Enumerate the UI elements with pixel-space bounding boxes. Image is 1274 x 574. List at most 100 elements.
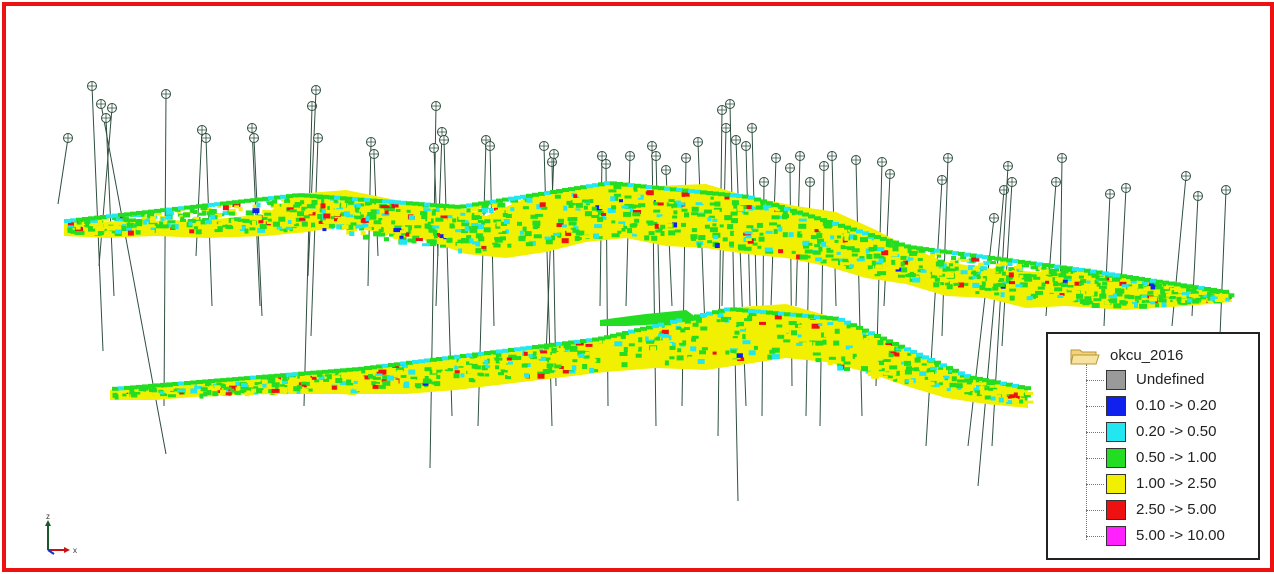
grade-block (278, 216, 286, 222)
grade-block (360, 376, 365, 382)
grade-block (241, 383, 248, 387)
grade-block (866, 340, 872, 346)
grade-block (577, 350, 586, 356)
grade-block (717, 342, 724, 347)
grade-block (798, 324, 805, 328)
3d-viewport[interactable] (6, 6, 1270, 568)
grade-block (422, 382, 429, 386)
grade-block (822, 344, 828, 349)
grade-block (505, 210, 512, 214)
grade-block (262, 209, 267, 214)
grade-block-rim (1024, 386, 1031, 391)
grade-block (329, 198, 335, 201)
grade-block (976, 276, 981, 279)
grade-block (1172, 297, 1178, 303)
grade-block (791, 330, 797, 336)
grade-block (722, 309, 730, 314)
grade-block (539, 202, 546, 208)
grade-block (833, 340, 840, 346)
grade-block (673, 322, 681, 326)
grade-block (951, 256, 957, 260)
grade-block-rim (166, 382, 173, 387)
grade-block (621, 205, 629, 209)
grade-block (249, 227, 256, 231)
grade-block (433, 364, 440, 370)
grade-block (200, 387, 208, 392)
grade-block (429, 205, 436, 209)
grade-block (661, 329, 669, 335)
grade-block (125, 394, 130, 399)
grade-block (454, 365, 459, 370)
grade-block (1025, 392, 1033, 395)
grade-block (879, 360, 884, 365)
grade-block (668, 230, 676, 236)
grade-block (691, 206, 699, 212)
grade-block (362, 234, 369, 240)
grade-block (368, 214, 377, 220)
grade-block-rim (466, 353, 473, 358)
grade-block-rim (640, 326, 647, 331)
grade-block-rim (826, 316, 833, 321)
grade-block (464, 226, 469, 232)
ore-body-scene[interactable] (6, 6, 1270, 568)
grade-block-rim (112, 213, 119, 218)
grade-block (466, 357, 472, 362)
drillhole-collar-cross (796, 152, 804, 160)
grade-block (920, 253, 926, 257)
grade-block (293, 204, 300, 208)
grade-block (433, 235, 438, 239)
grade-block (344, 374, 351, 378)
grade-block (372, 368, 377, 372)
grade-block (573, 224, 579, 230)
grade-block (554, 194, 561, 199)
drillhole-collar-cross (202, 134, 210, 142)
grade-block (989, 384, 995, 388)
grade-block-rim (1204, 287, 1211, 291)
grade-block (778, 226, 783, 232)
grade-block (965, 384, 974, 390)
grade-block (866, 335, 875, 339)
grade-block-rim (970, 375, 977, 380)
grade-block (972, 270, 979, 274)
grade-block (440, 215, 448, 221)
grade-block (278, 386, 285, 392)
grade-block-rim (1114, 273, 1121, 278)
grade-block-rim (634, 328, 641, 333)
grade-block (860, 237, 868, 243)
grade-block (193, 210, 198, 214)
grade-block (968, 391, 973, 396)
grade-block (885, 241, 892, 247)
drillhole-collar-cross (97, 100, 105, 108)
grade-block (481, 365, 488, 371)
grade-block-rim (814, 315, 821, 319)
grade-block (432, 232, 437, 236)
grade-block (524, 231, 532, 237)
grade-block-rim (556, 189, 563, 193)
grade-block (1000, 387, 1009, 393)
grade-block (400, 374, 407, 378)
grade-block (737, 244, 746, 250)
grade-block (858, 232, 864, 236)
grade-block-rim (868, 233, 875, 238)
grade-block-rim (742, 308, 749, 313)
grade-block (720, 316, 728, 322)
grade-block (935, 261, 944, 267)
grade-block (892, 246, 899, 252)
grade-block (607, 353, 613, 356)
grade-block (638, 337, 643, 343)
grade-block (234, 391, 240, 394)
grade-block-rim (940, 249, 947, 254)
grade-block (638, 208, 644, 214)
grade-block (695, 317, 702, 323)
grade-block (179, 229, 184, 234)
grade-block (529, 207, 536, 213)
grade-block (507, 373, 514, 377)
grade-block-rim (826, 220, 833, 224)
grade-block (809, 340, 816, 346)
grade-block-rim (1162, 280, 1169, 285)
grade-block-rim (916, 246, 923, 251)
grade-block (850, 349, 855, 355)
grade-block-rim (838, 223, 845, 228)
grade-legend[interactable]: okcu_2016 Undefined 0.10 -> 0.20 0.20 ->… (1046, 332, 1260, 560)
drillhole-trace (57, 137, 69, 205)
